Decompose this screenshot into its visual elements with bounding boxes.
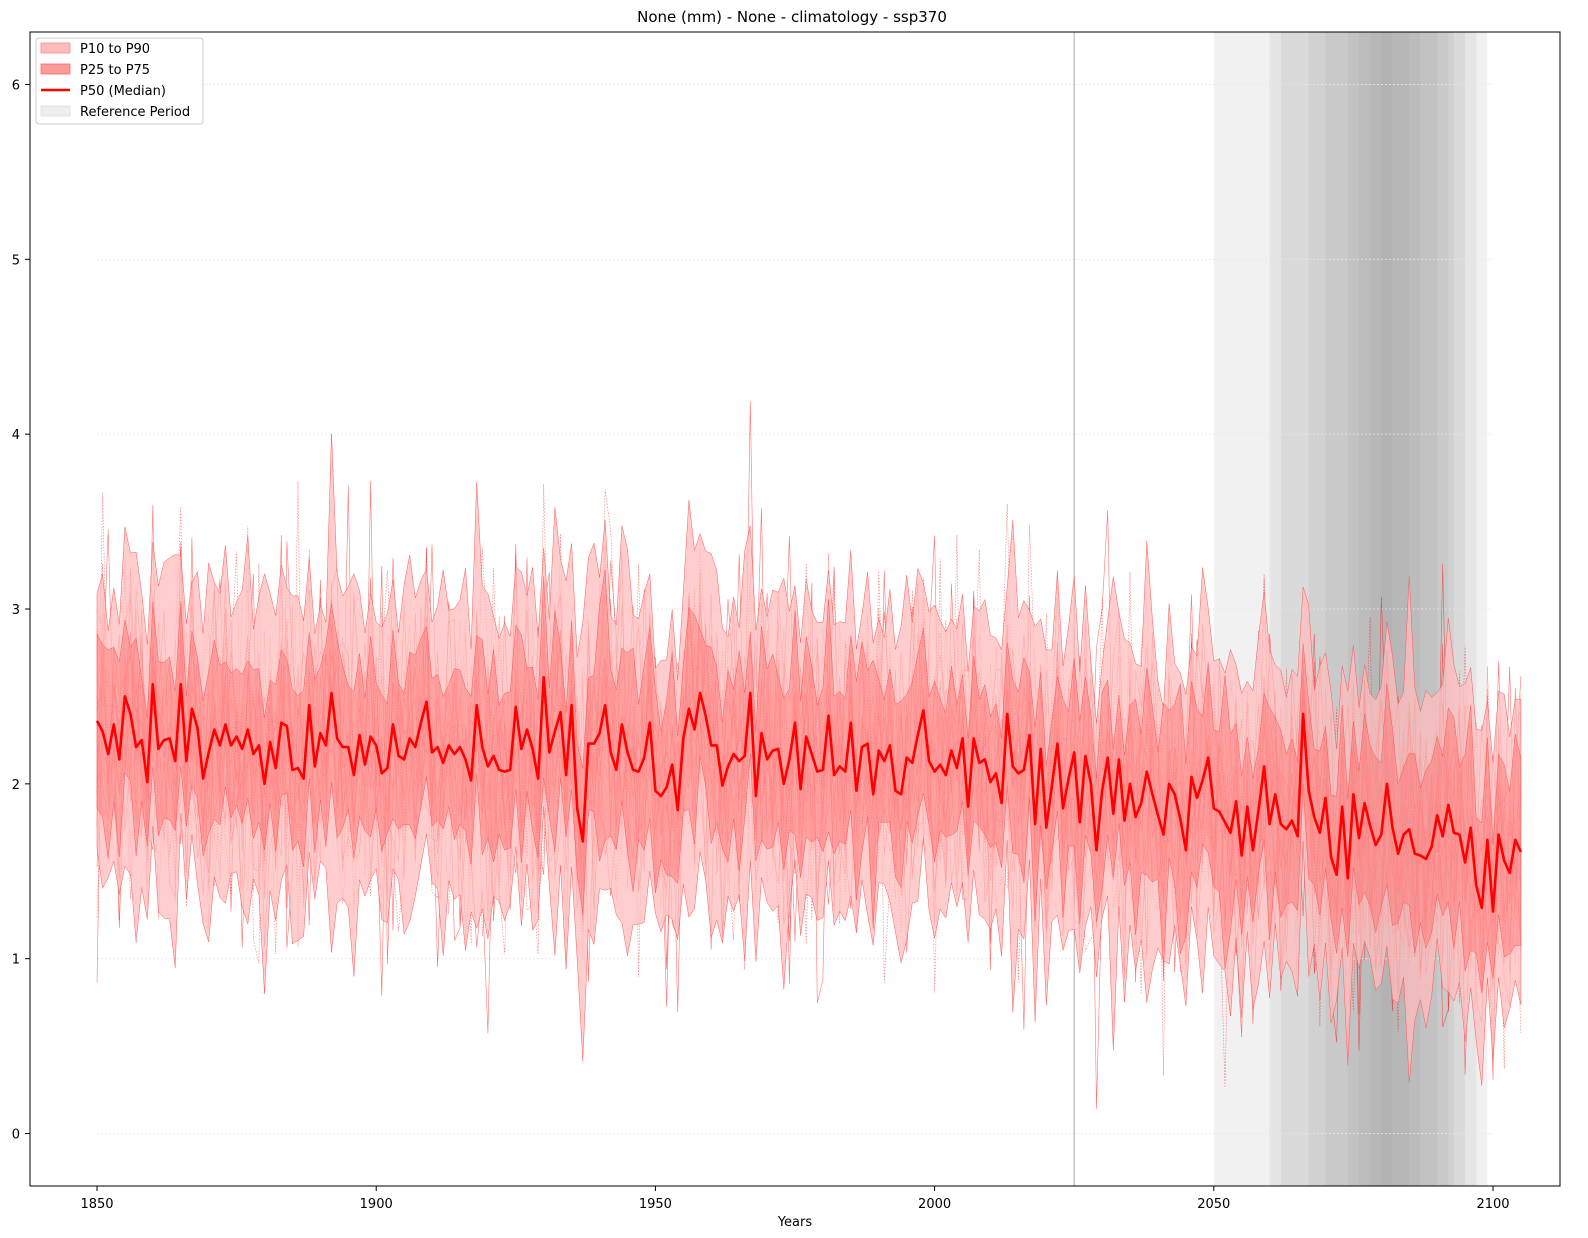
legend-label-reference: Reference Period xyxy=(80,105,190,120)
legend-swatch-reference xyxy=(40,105,71,117)
legend-label-median: P50 (Median) xyxy=(80,84,166,99)
y-tick-label: 0 xyxy=(12,1128,20,1143)
legend-swatch-p10-p90 xyxy=(40,42,71,54)
y-tick-label: 2 xyxy=(12,778,20,793)
legend-label-p25-p75: P25 to P75 xyxy=(80,63,150,78)
median-series xyxy=(95,675,1523,913)
x-axis-label: Years xyxy=(777,1215,813,1230)
percentile-bands xyxy=(96,433,1522,1086)
y-tick-label: 4 xyxy=(12,428,20,443)
y-tick-label: 5 xyxy=(12,253,20,268)
median-line xyxy=(95,675,1523,913)
x-axis-ticks: 1850 1900 1950 2000 2050 2100 xyxy=(80,1186,1510,1212)
x-tick-label: 1850 xyxy=(80,1197,113,1212)
x-tick-label: 2050 xyxy=(1197,1197,1230,1212)
legend-label-p10-p90: P10 to P90 xyxy=(80,42,150,57)
band-p25-p75 xyxy=(96,569,1522,993)
x-tick-label: 1900 xyxy=(360,1197,393,1212)
x-tick-label: 2100 xyxy=(1476,1197,1509,1212)
y-tick-label: 6 xyxy=(12,78,20,93)
x-tick-label: 2000 xyxy=(918,1197,951,1212)
x-tick-label: 1950 xyxy=(639,1197,672,1212)
y-tick-label: 1 xyxy=(12,953,20,968)
legend: P10 to P90 P25 to P75 P50 (Median) Refer… xyxy=(35,37,204,125)
legend-swatch-p25-p75 xyxy=(40,63,71,75)
band-p10-p90 xyxy=(96,433,1522,1086)
y-axis-ticks: 0 1 2 3 4 5 6 xyxy=(12,78,30,1143)
legend-box xyxy=(35,37,204,125)
y-tick-label: 3 xyxy=(12,603,20,618)
chart-title: None (mm) - None - climatology - ssp370 xyxy=(637,8,947,26)
